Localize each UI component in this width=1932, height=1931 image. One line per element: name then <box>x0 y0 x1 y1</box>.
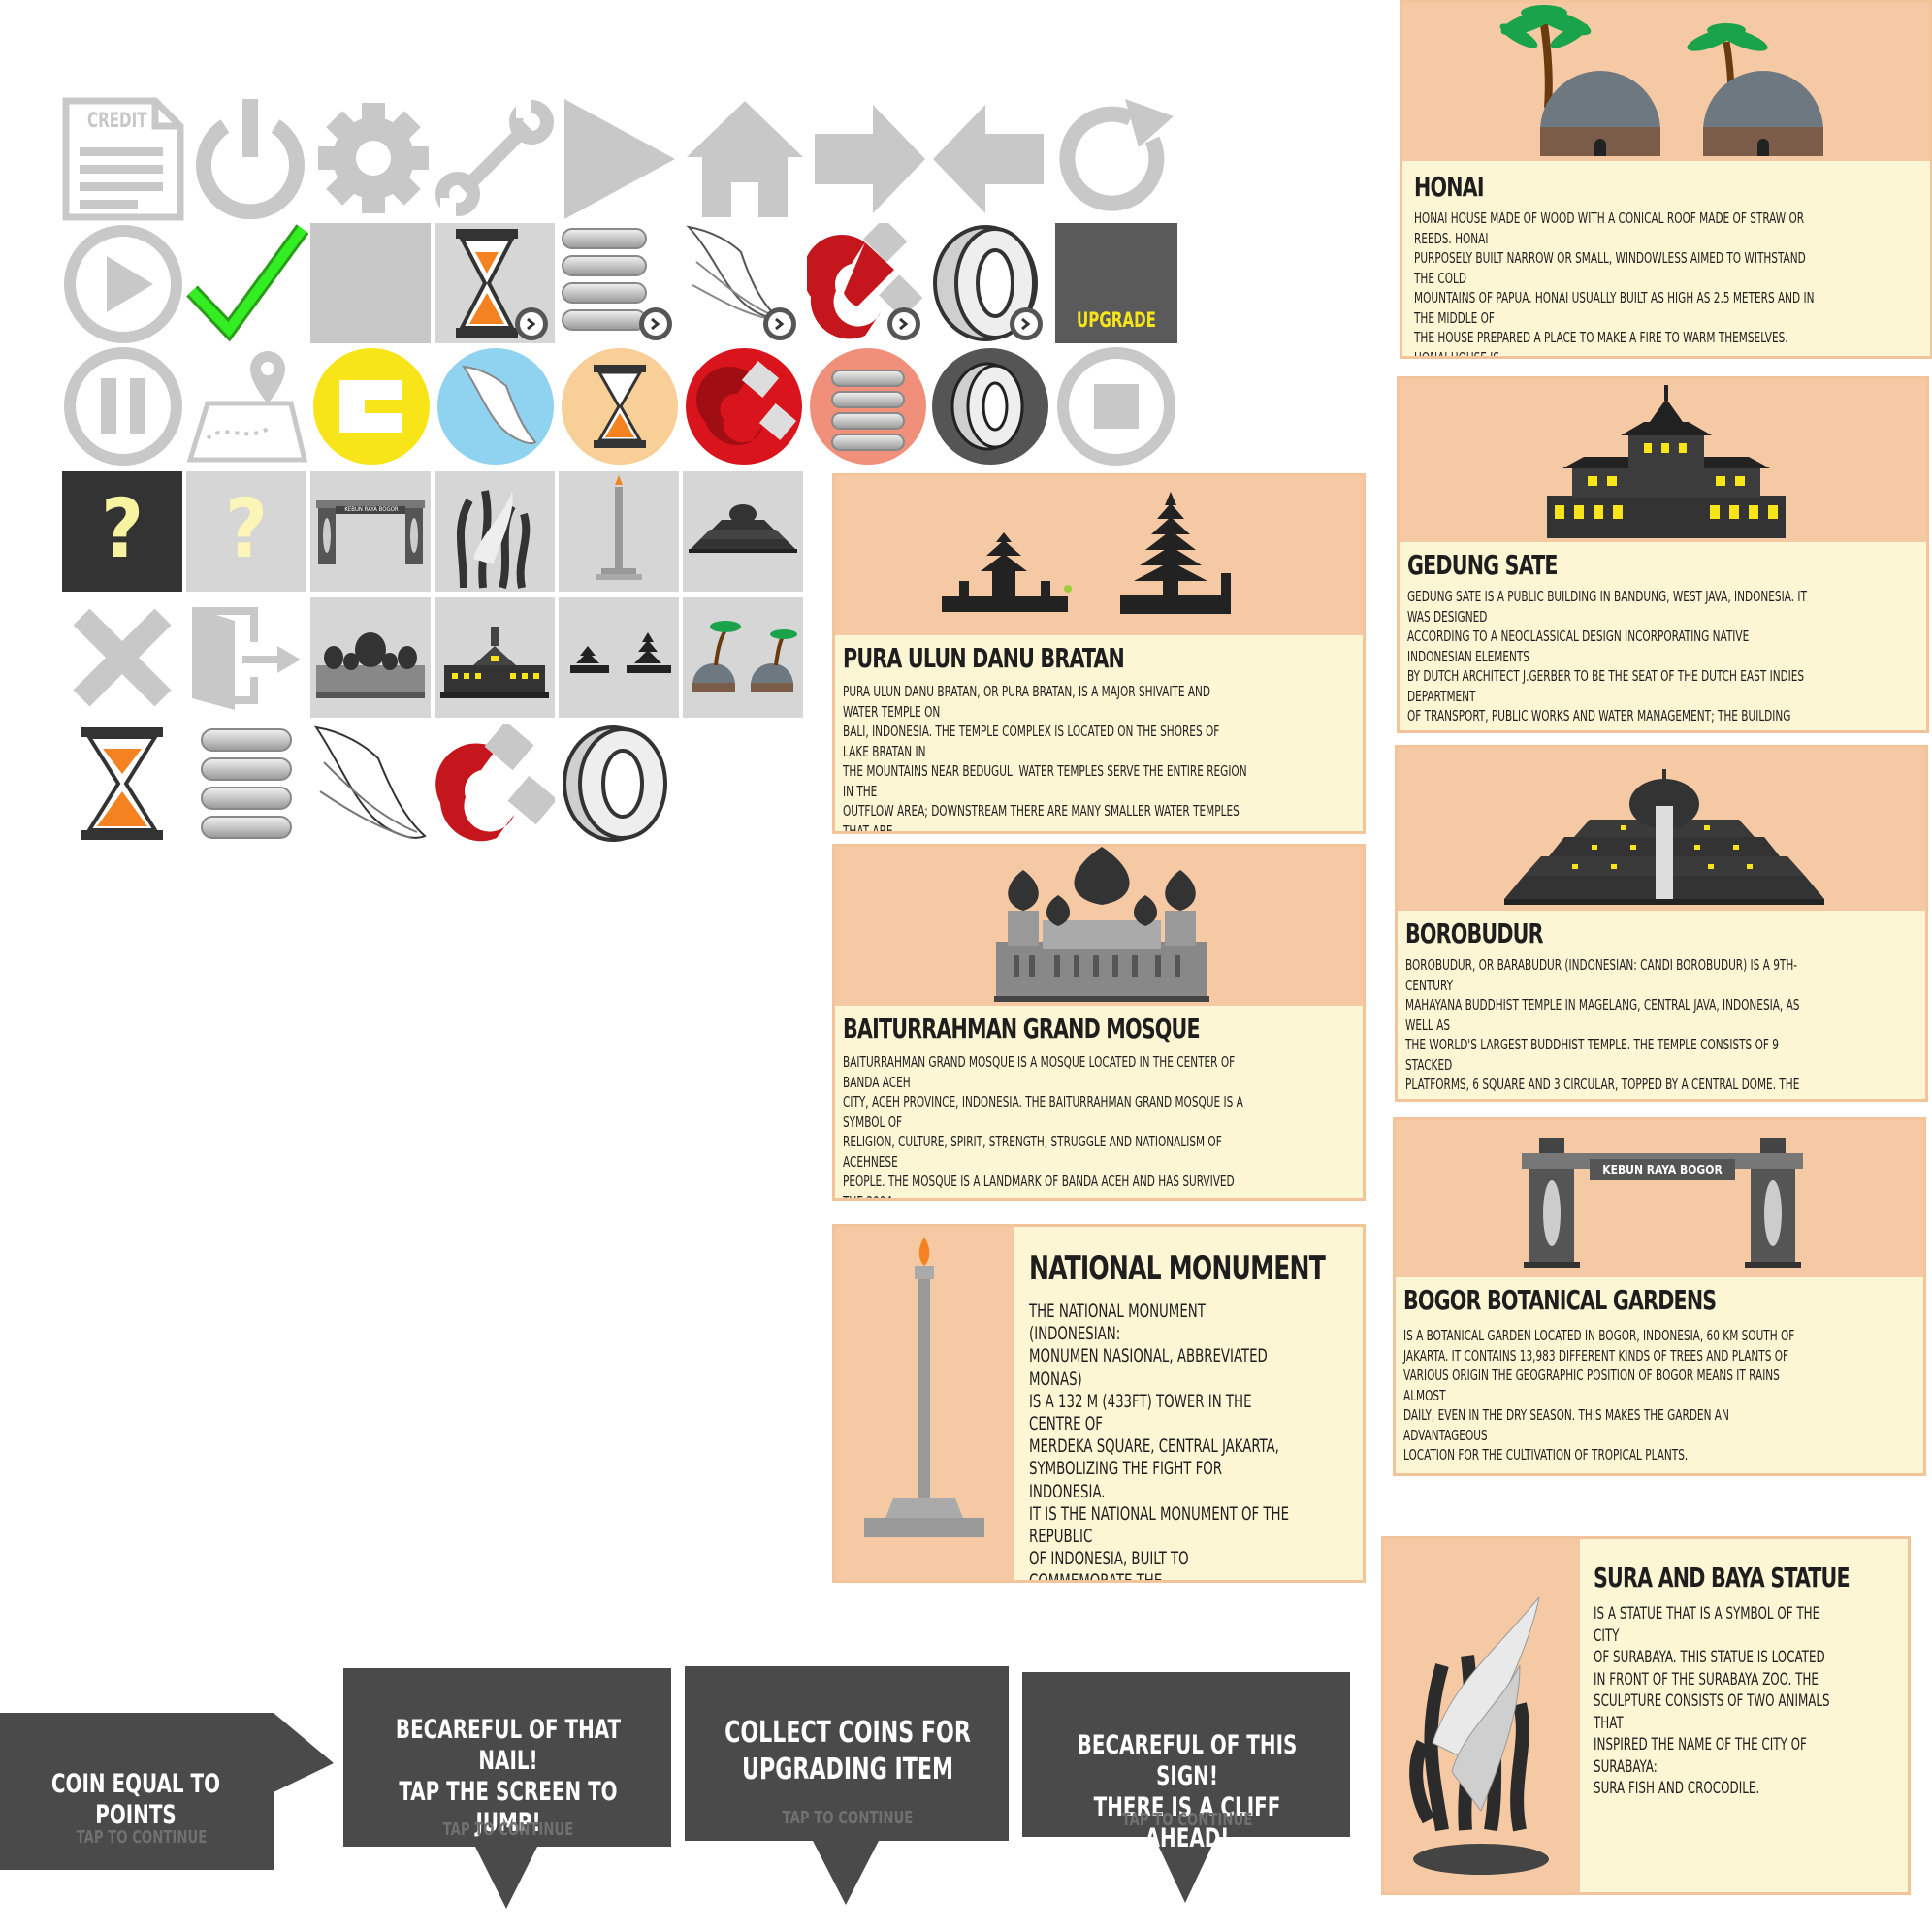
tip-text: BECAREFUL OF THIS SIGN! THERE IS A CLIFF… <box>1077 1730 1298 1853</box>
card-description: GEDUNG SATE IS A PUBLIC BUILDING IN BAND… <box>1407 588 1807 730</box>
card-description: BAITURRAHMAN GRAND MOSQUE IS A MOSQUE LO… <box>843 1053 1243 1198</box>
card-sura-baya: SURA AND BAYA STATUE IS A STATUE THAT IS… <box>1381 1536 1911 1895</box>
magnet-powerup-icon[interactable] <box>683 345 805 467</box>
power-icon[interactable] <box>190 97 310 219</box>
card-hero <box>1398 748 1925 911</box>
wing-powerup-icon[interactable] <box>435 345 557 467</box>
card-description: PURA ULUN DANU BRATAN, OR PURA BRATAN, I… <box>843 683 1247 834</box>
coin-icon[interactable] <box>310 345 433 467</box>
card-description: THE NATIONAL MONUMENT (INDONESIAN: MONUM… <box>1029 1301 1290 1583</box>
arrow-left-icon[interactable] <box>929 101 1047 217</box>
gate-label: KEBUN RAYA BOGOR <box>344 506 399 513</box>
card-baiturrahman: BAITURRAHMAN GRAND MOSQUE BAITURRAHMAN G… <box>832 844 1366 1201</box>
tire-powerup-icon[interactable] <box>929 345 1051 467</box>
gate-label: KEBUN RAYA BOGOR <box>1602 1163 1723 1176</box>
hourglass-item-icon[interactable] <box>62 724 182 844</box>
close-x-icon[interactable] <box>62 597 182 718</box>
card-title: NATIONAL MONUMENT <box>1029 1249 1326 1288</box>
level-pura-thumbnail[interactable] <box>559 597 679 718</box>
wing-timer-icon[interactable] <box>683 223 803 343</box>
tire-timer-icon[interactable] <box>929 223 1049 343</box>
question-mark: ? <box>101 481 144 576</box>
level-surabaya-thumbnail[interactable] <box>435 471 555 592</box>
spring-timer-icon[interactable] <box>559 223 679 343</box>
card-title: BOGOR BOTANICAL GARDENS <box>1403 1284 1717 1316</box>
card-pura: PURA ULUN DANU BRATAN PURA ULUN DANU BRA… <box>832 473 1366 834</box>
tap-to-continue[interactable]: TAP TO CONTINUE <box>782 1808 914 1828</box>
home-icon[interactable] <box>683 97 807 221</box>
card-title: BOROBUDUR <box>1405 917 1544 949</box>
card-borobudur: BOROBUDUR BOROBUDUR, OR BARABUDUR (INDON… <box>1395 745 1928 1102</box>
card-gedung-sate: GEDUNG SATE GEDUNG SATE IS A PUBLIC BUIL… <box>1397 376 1929 733</box>
locked-level-dark[interactable]: ? <box>62 471 182 592</box>
card-monas: NATIONAL MONUMENT THE NATIONAL MONUMENT … <box>832 1224 1366 1583</box>
restart-icon[interactable] <box>1055 97 1175 219</box>
credit-label: CREDIT <box>87 109 147 132</box>
level-gedung-sate-thumbnail[interactable] <box>435 597 555 718</box>
tip-bubble-coin[interactable]: COIN EQUAL TO POINTS TAP TO CONTINUE <box>0 1705 334 1870</box>
hourglass-powerup-icon[interactable] <box>559 345 681 467</box>
tire-item-icon[interactable] <box>559 724 679 844</box>
play-circle-icon[interactable] <box>62 223 184 345</box>
level-borobudur-thumbnail[interactable] <box>683 471 803 592</box>
play-triangle-icon[interactable] <box>561 97 679 221</box>
level-monas-thumbnail[interactable] <box>559 471 679 592</box>
tip-bubble-nail[interactable]: BECAREFUL OF THAT NAIL! TAP THE SCREEN T… <box>343 1666 673 1930</box>
gear-icon[interactable] <box>314 99 433 217</box>
upgrade-label: UPGRADE <box>1077 308 1156 332</box>
wrench-icon[interactable] <box>435 97 557 219</box>
card-hero: KEBUN RAYA BOGOR <box>1396 1120 1923 1277</box>
card-title: PURA ULUN DANU BRATAN <box>843 642 1125 674</box>
card-description: IS A BOTANICAL GARDEN LOCATED IN BOGOR, … <box>1403 1327 1795 1464</box>
tip-bubble-collect[interactable]: COLLECT COINS FOR UPGRADING ITEM TAP TO … <box>685 1664 1011 1928</box>
card-hero <box>835 847 1363 1006</box>
card-title: BAITURRAHMAN GRAND MOSQUE <box>843 1013 1201 1045</box>
card-hero <box>1384 1539 1580 1892</box>
card-description: BOROBUDUR, OR BARABUDUR (INDONESIAN: CAN… <box>1405 956 1800 1099</box>
card-hero <box>1400 379 1926 542</box>
stop-circle-icon[interactable] <box>1055 345 1177 467</box>
checkmark-icon[interactable] <box>186 223 308 345</box>
card-hero <box>835 476 1363 635</box>
card-title: SURA AND BAYA STATUE <box>1594 1561 1851 1593</box>
spring-item-icon[interactable] <box>186 724 306 844</box>
tap-to-continue[interactable]: TAP TO CONTINUE <box>1121 1810 1253 1830</box>
card-hero <box>1402 3 1930 161</box>
tip-text: BECAREFUL OF THAT NAIL! TAP THE SCREEN T… <box>395 1715 622 1838</box>
pause-circle-icon[interactable] <box>62 345 184 467</box>
level-bogor-thumbnail[interactable]: KEBUN RAYA BOGOR <box>310 471 431 592</box>
exit-door-icon[interactable] <box>186 597 306 718</box>
card-honai: HONAI HONAI HOUSE MADE OF WOOD WITH A CO… <box>1400 0 1932 359</box>
upgrade-button[interactable]: UPGRADE <box>1055 223 1177 343</box>
map-route-icon[interactable] <box>186 345 308 467</box>
card-description: IS A STATUE THAT IS A SYMBOL OF THE CITY… <box>1594 1604 1830 1798</box>
card-title: HONAI <box>1414 171 1485 203</box>
tip-text: COLLECT COINS FOR UPGRADING ITEM <box>724 1716 971 1786</box>
magnet-timer-icon[interactable] <box>807 223 927 343</box>
card-title: GEDUNG SATE <box>1407 549 1559 581</box>
wing-item-icon[interactable] <box>310 724 431 844</box>
locked-level-light[interactable]: ? <box>186 471 306 592</box>
card-hero <box>835 1227 1014 1580</box>
hourglass-timer-icon[interactable] <box>435 223 555 343</box>
tip-bubble-cliff[interactable]: BECAREFUL OF THIS SIGN! THERE IS A CLIFF… <box>1022 1670 1352 1930</box>
tip-text: COIN EQUAL TO POINTS <box>50 1769 221 1830</box>
blank-square-icon <box>310 223 431 343</box>
question-mark: ? <box>225 481 268 576</box>
magnet-item-icon[interactable] <box>435 724 555 844</box>
card-bogor: KEBUN RAYA BOGOR BOGOR BOTANICAL GARDENS… <box>1393 1117 1926 1476</box>
credit-icon[interactable]: CREDIT <box>62 97 184 221</box>
spring-powerup-icon[interactable] <box>807 345 929 467</box>
level-honai-thumbnail[interactable] <box>683 597 803 718</box>
level-baiturrahman-thumbnail[interactable] <box>310 597 431 718</box>
arrow-right-icon[interactable] <box>811 101 929 217</box>
tap-to-continue[interactable]: TAP TO CONTINUE <box>442 1819 574 1840</box>
tap-to-continue[interactable]: TAP TO CONTINUE <box>76 1827 208 1848</box>
card-description: HONAI HOUSE MADE OF WOOD WITH A CONICAL … <box>1414 209 1815 359</box>
